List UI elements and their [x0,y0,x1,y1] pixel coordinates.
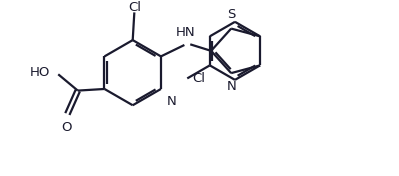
Text: Cl: Cl [192,72,205,85]
Text: N: N [167,95,176,108]
Text: Cl: Cl [128,1,141,14]
Text: HN: HN [176,26,196,39]
Text: O: O [61,121,72,134]
Text: S: S [227,8,235,21]
Text: N: N [226,80,236,93]
Text: HO: HO [30,66,50,79]
